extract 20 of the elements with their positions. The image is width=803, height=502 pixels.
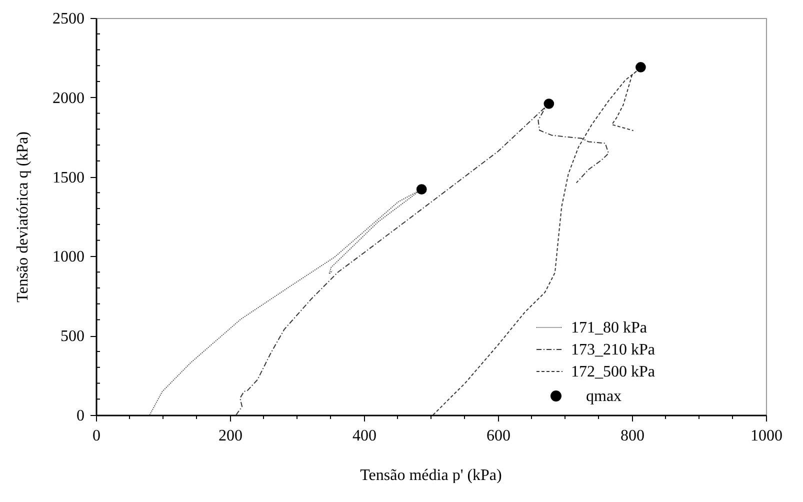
y-tick-label: 0 <box>76 408 84 424</box>
x-tick-label: 800 <box>620 428 644 444</box>
x-tick-label: 0 <box>92 428 100 444</box>
x-tick-label: 400 <box>352 428 376 444</box>
y-tick-label: 1000 <box>52 248 84 266</box>
legend-label: 173_210 kPa <box>571 342 655 358</box>
y-tick-label: 1500 <box>52 169 84 186</box>
y-tick-label: 2000 <box>52 90 84 107</box>
y-axis-title: Tensão deviatórica q (kPa) <box>14 132 32 302</box>
point <box>416 184 427 195</box>
legend-label: 172_500 kPa <box>571 364 655 380</box>
x-tick-label: 600 <box>486 428 510 444</box>
x-tick-label: 200 <box>218 428 242 444</box>
x-tick-label: 1000 <box>750 428 782 444</box>
y-tick-label: 500 <box>60 328 84 346</box>
legend-label: 171_80 kPa <box>571 320 647 336</box>
y-tick-label: 2500 <box>52 10 84 28</box>
point <box>544 98 554 109</box>
legend-label: qmax <box>586 388 622 405</box>
point <box>636 62 646 72</box>
